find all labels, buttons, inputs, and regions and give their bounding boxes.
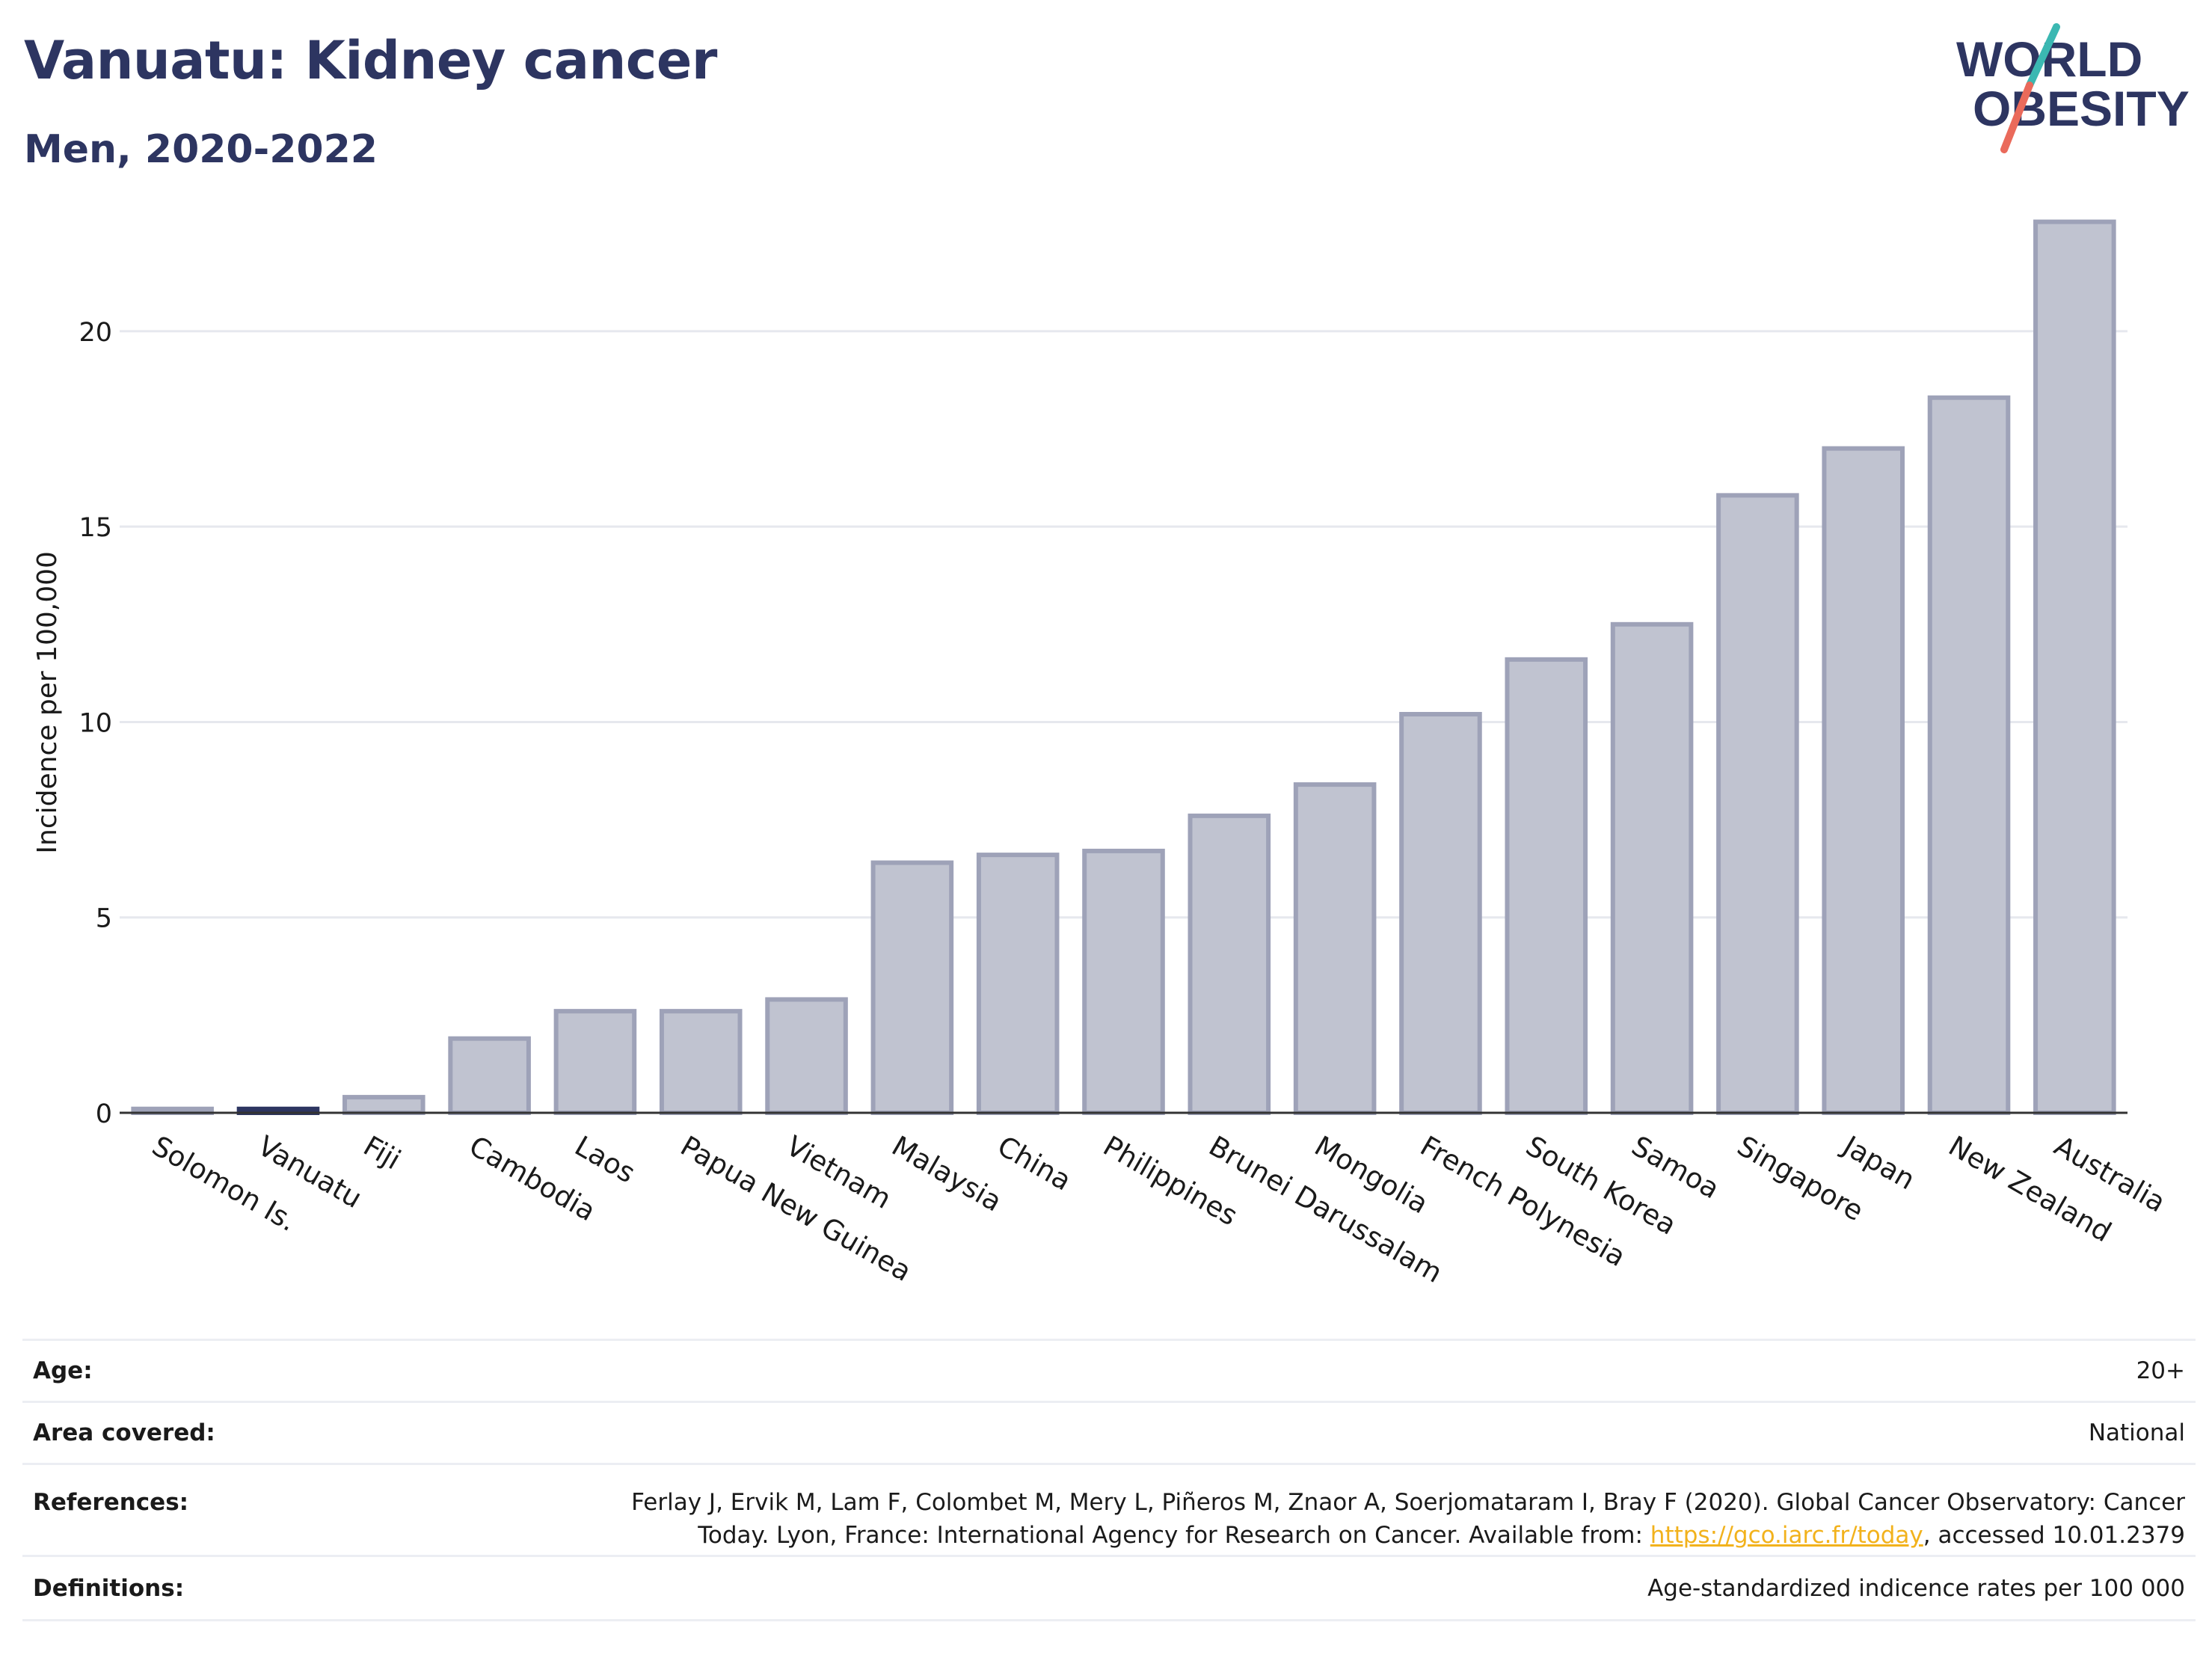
area-value: National — [2088, 1419, 2185, 1446]
y-tick-label: 5 — [96, 904, 112, 934]
logo-slash-teal — [2026, 23, 2060, 89]
y-axis-label: Incidence per 100,000 — [32, 551, 63, 854]
bar-brunei-darussalam — [1188, 813, 1271, 1115]
info-row-area: Area covered: National — [22, 1401, 2196, 1463]
x-tick-label: China — [992, 1130, 1077, 1197]
bar-laos — [553, 1009, 637, 1116]
page-title: Vanuatu: Kidney cancer — [24, 30, 717, 91]
x-tick-label: Japan — [1836, 1129, 1920, 1197]
y-tick-label: 10 — [79, 708, 112, 738]
x-tick-label: Fiji — [358, 1130, 406, 1176]
references-line2-post: , accessed 10.01.2379 — [1923, 1522, 2185, 1549]
bar-australia — [2033, 219, 2116, 1115]
bars — [131, 219, 2116, 1116]
bar-new-zealand — [1927, 395, 2011, 1115]
bar-japan — [1822, 446, 1905, 1116]
x-tick-label: Laos — [569, 1130, 640, 1190]
y-tick-label: 15 — [79, 513, 112, 543]
bar-south-korea — [1505, 657, 1588, 1115]
bar-cambodia — [448, 1036, 531, 1115]
x-tick-label: Malaysia — [886, 1130, 1007, 1218]
definitions-label: Definitions: — [33, 1574, 185, 1602]
y-tick-label: 20 — [79, 318, 112, 348]
references-link[interactable]: https://gco.iarc.fr/today — [1650, 1522, 1923, 1549]
bar-samoa — [1610, 621, 1694, 1115]
references-label: References: — [33, 1489, 189, 1516]
info-row-age: Age: 20+ — [22, 1339, 2196, 1401]
references-line2-pre: Today. Lyon, France: International Agenc… — [698, 1522, 1650, 1549]
references-line1: Ferlay J, Ervik M, Lam F, Colombet M, Me… — [631, 1489, 2185, 1516]
definitions-value: Age-standardized indicence rates per 100… — [1647, 1574, 2185, 1602]
bar-mongolia — [1293, 782, 1377, 1115]
logo-slash-coral — [2000, 82, 2033, 153]
bar-papua-new-guinea — [659, 1009, 743, 1116]
y-tick-labels: 0 5 10 15 20 — [79, 318, 112, 1129]
bar-singapore — [1716, 493, 1799, 1115]
info-row-definitions: Definitions: Age-standardized indicence … — [22, 1555, 2196, 1621]
bar-fiji — [342, 1095, 425, 1116]
logo-line2: OBESITY — [1973, 81, 2190, 136]
bar-china — [976, 853, 1060, 1115]
bar-french-polynesia — [1399, 711, 1482, 1115]
age-label: Age: — [33, 1357, 93, 1384]
bar-philippines — [1082, 848, 1165, 1115]
y-tick-label: 0 — [96, 1099, 112, 1129]
references-value: Ferlay J, Ervik M, Lam F, Colombet M, Me… — [631, 1486, 2185, 1552]
info-table: Age: 20+ Area covered: National Referenc… — [22, 1339, 2196, 1621]
info-row-references: References: Ferlay J, Ervik M, Lam F, Co… — [22, 1463, 2196, 1555]
world-obesity-logo: WORLD OBESITY — [1956, 23, 2190, 153]
bar-malaysia — [870, 860, 954, 1116]
area-label: Area covered: — [33, 1419, 215, 1446]
page-subtitle: Men, 2020-2022 — [24, 127, 378, 172]
age-value: 20+ — [2136, 1357, 2185, 1384]
bar-vietnam — [765, 997, 848, 1116]
